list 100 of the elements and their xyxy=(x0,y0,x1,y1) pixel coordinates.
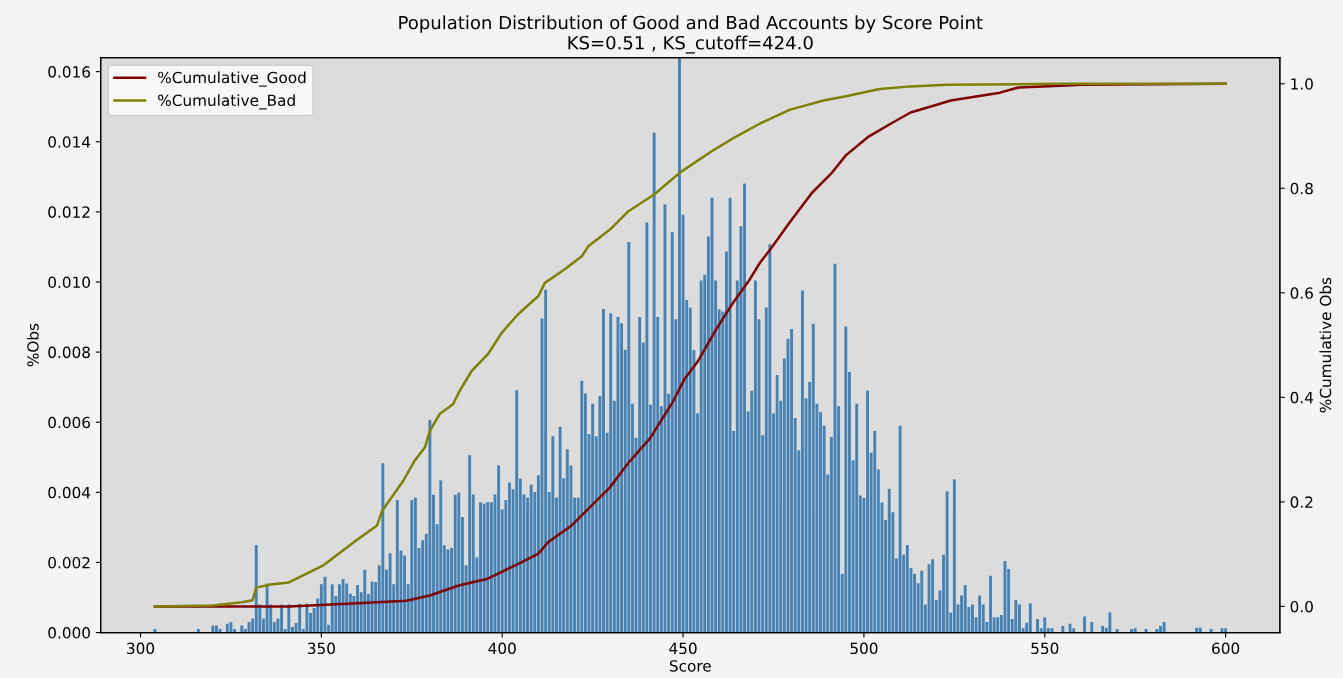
bar xyxy=(558,426,562,633)
bar xyxy=(753,280,757,633)
bar xyxy=(591,403,595,633)
x-tick-label: 550 xyxy=(1031,642,1059,655)
bar xyxy=(413,497,417,633)
bar xyxy=(345,583,349,633)
bar xyxy=(1090,622,1094,633)
bar xyxy=(638,317,642,633)
bar xyxy=(1224,628,1228,633)
bar xyxy=(1155,629,1159,633)
x-axis-title: Score xyxy=(669,660,711,672)
bar xyxy=(428,420,432,633)
bar xyxy=(602,308,605,633)
bar xyxy=(410,500,414,633)
bar xyxy=(544,289,548,633)
bar xyxy=(356,584,359,633)
y2-tick-label: 0.4 xyxy=(1290,391,1314,404)
bar xyxy=(887,488,891,633)
bar xyxy=(580,380,584,633)
bar xyxy=(218,629,222,633)
bar xyxy=(330,584,334,633)
bar xyxy=(388,553,392,633)
bar xyxy=(963,584,967,633)
bar xyxy=(609,313,613,633)
bar xyxy=(1072,628,1076,633)
x-tick-label: 350 xyxy=(307,642,335,655)
y2-axis-title: %Cumulative Obs xyxy=(1319,277,1332,413)
bar xyxy=(1133,628,1137,633)
bar xyxy=(811,323,815,633)
bar xyxy=(931,559,935,633)
x-tick-label: 500 xyxy=(850,642,878,655)
y2-tick-label: 0.8 xyxy=(1290,182,1313,195)
x-tick-label: 600 xyxy=(1212,642,1240,655)
bar xyxy=(363,569,367,633)
bar xyxy=(728,197,732,633)
bar xyxy=(1115,629,1119,633)
y-tick-label: 0.000 xyxy=(48,627,90,639)
bar xyxy=(298,603,302,633)
y2-tick-label: 0.6 xyxy=(1290,287,1313,299)
bar xyxy=(225,623,229,633)
bar xyxy=(215,625,218,633)
bar xyxy=(1209,629,1213,633)
bar xyxy=(1162,622,1166,633)
bar xyxy=(978,595,982,633)
legend-label: %Cumulative_Bad xyxy=(158,94,295,110)
bar xyxy=(240,625,244,633)
bar xyxy=(1068,623,1072,633)
bar xyxy=(395,500,399,633)
bar xyxy=(482,503,486,633)
legend-label: %Cumulative_Good xyxy=(158,71,306,87)
bar xyxy=(403,555,406,633)
y2-tick-label: 0.2 xyxy=(1290,496,1313,508)
bar xyxy=(898,425,902,633)
y2-tick-label: 1.0 xyxy=(1291,78,1313,90)
x-tick-label: 400 xyxy=(488,642,516,655)
bar xyxy=(670,232,674,633)
bar xyxy=(844,326,848,633)
chart-title: Population Distribution of Good and Bad Accounts by Score Point KS=0.51 , KS_cutoff=424.0 xyxy=(399,15,983,54)
x-tick-label: 300 xyxy=(127,642,155,655)
y-tick-label: 0.016 xyxy=(48,66,91,78)
y-tick-label: 0.002 xyxy=(48,556,90,569)
y-axis-title: %Obs xyxy=(26,323,39,367)
bar xyxy=(529,484,533,633)
bar xyxy=(996,617,1000,633)
bar xyxy=(800,290,804,633)
bar xyxy=(1130,629,1134,633)
bar xyxy=(627,242,631,633)
y-tick-label: 0.014 xyxy=(48,136,91,148)
bar xyxy=(855,403,859,633)
bar xyxy=(866,390,869,633)
bar xyxy=(341,578,345,633)
bar xyxy=(768,244,772,633)
bar xyxy=(229,622,233,633)
bar xyxy=(515,390,519,633)
bar xyxy=(468,455,472,633)
bar xyxy=(678,57,681,633)
x-tick-label: 450 xyxy=(669,642,697,655)
bar xyxy=(479,502,482,633)
y-tick-label: 0.008 xyxy=(48,346,90,359)
bar xyxy=(1108,612,1112,633)
y2-tick-label: 0.0 xyxy=(1290,600,1313,613)
bar xyxy=(645,222,649,633)
bar xyxy=(551,436,555,633)
bar xyxy=(381,463,385,633)
bar xyxy=(989,575,992,633)
bar xyxy=(952,479,956,633)
bar xyxy=(652,132,656,633)
bar xyxy=(1159,625,1162,633)
bar xyxy=(439,480,443,633)
bar xyxy=(565,449,569,633)
bar xyxy=(196,629,200,633)
y-tick-label: 0.012 xyxy=(48,206,90,218)
bar xyxy=(486,502,490,633)
y-tick-label: 0.004 xyxy=(48,486,91,499)
bar xyxy=(1018,604,1021,633)
bar xyxy=(211,625,215,633)
y-tick-label: 0.010 xyxy=(48,276,90,289)
bar xyxy=(743,183,746,633)
bar xyxy=(873,430,877,633)
bar xyxy=(1043,617,1047,633)
